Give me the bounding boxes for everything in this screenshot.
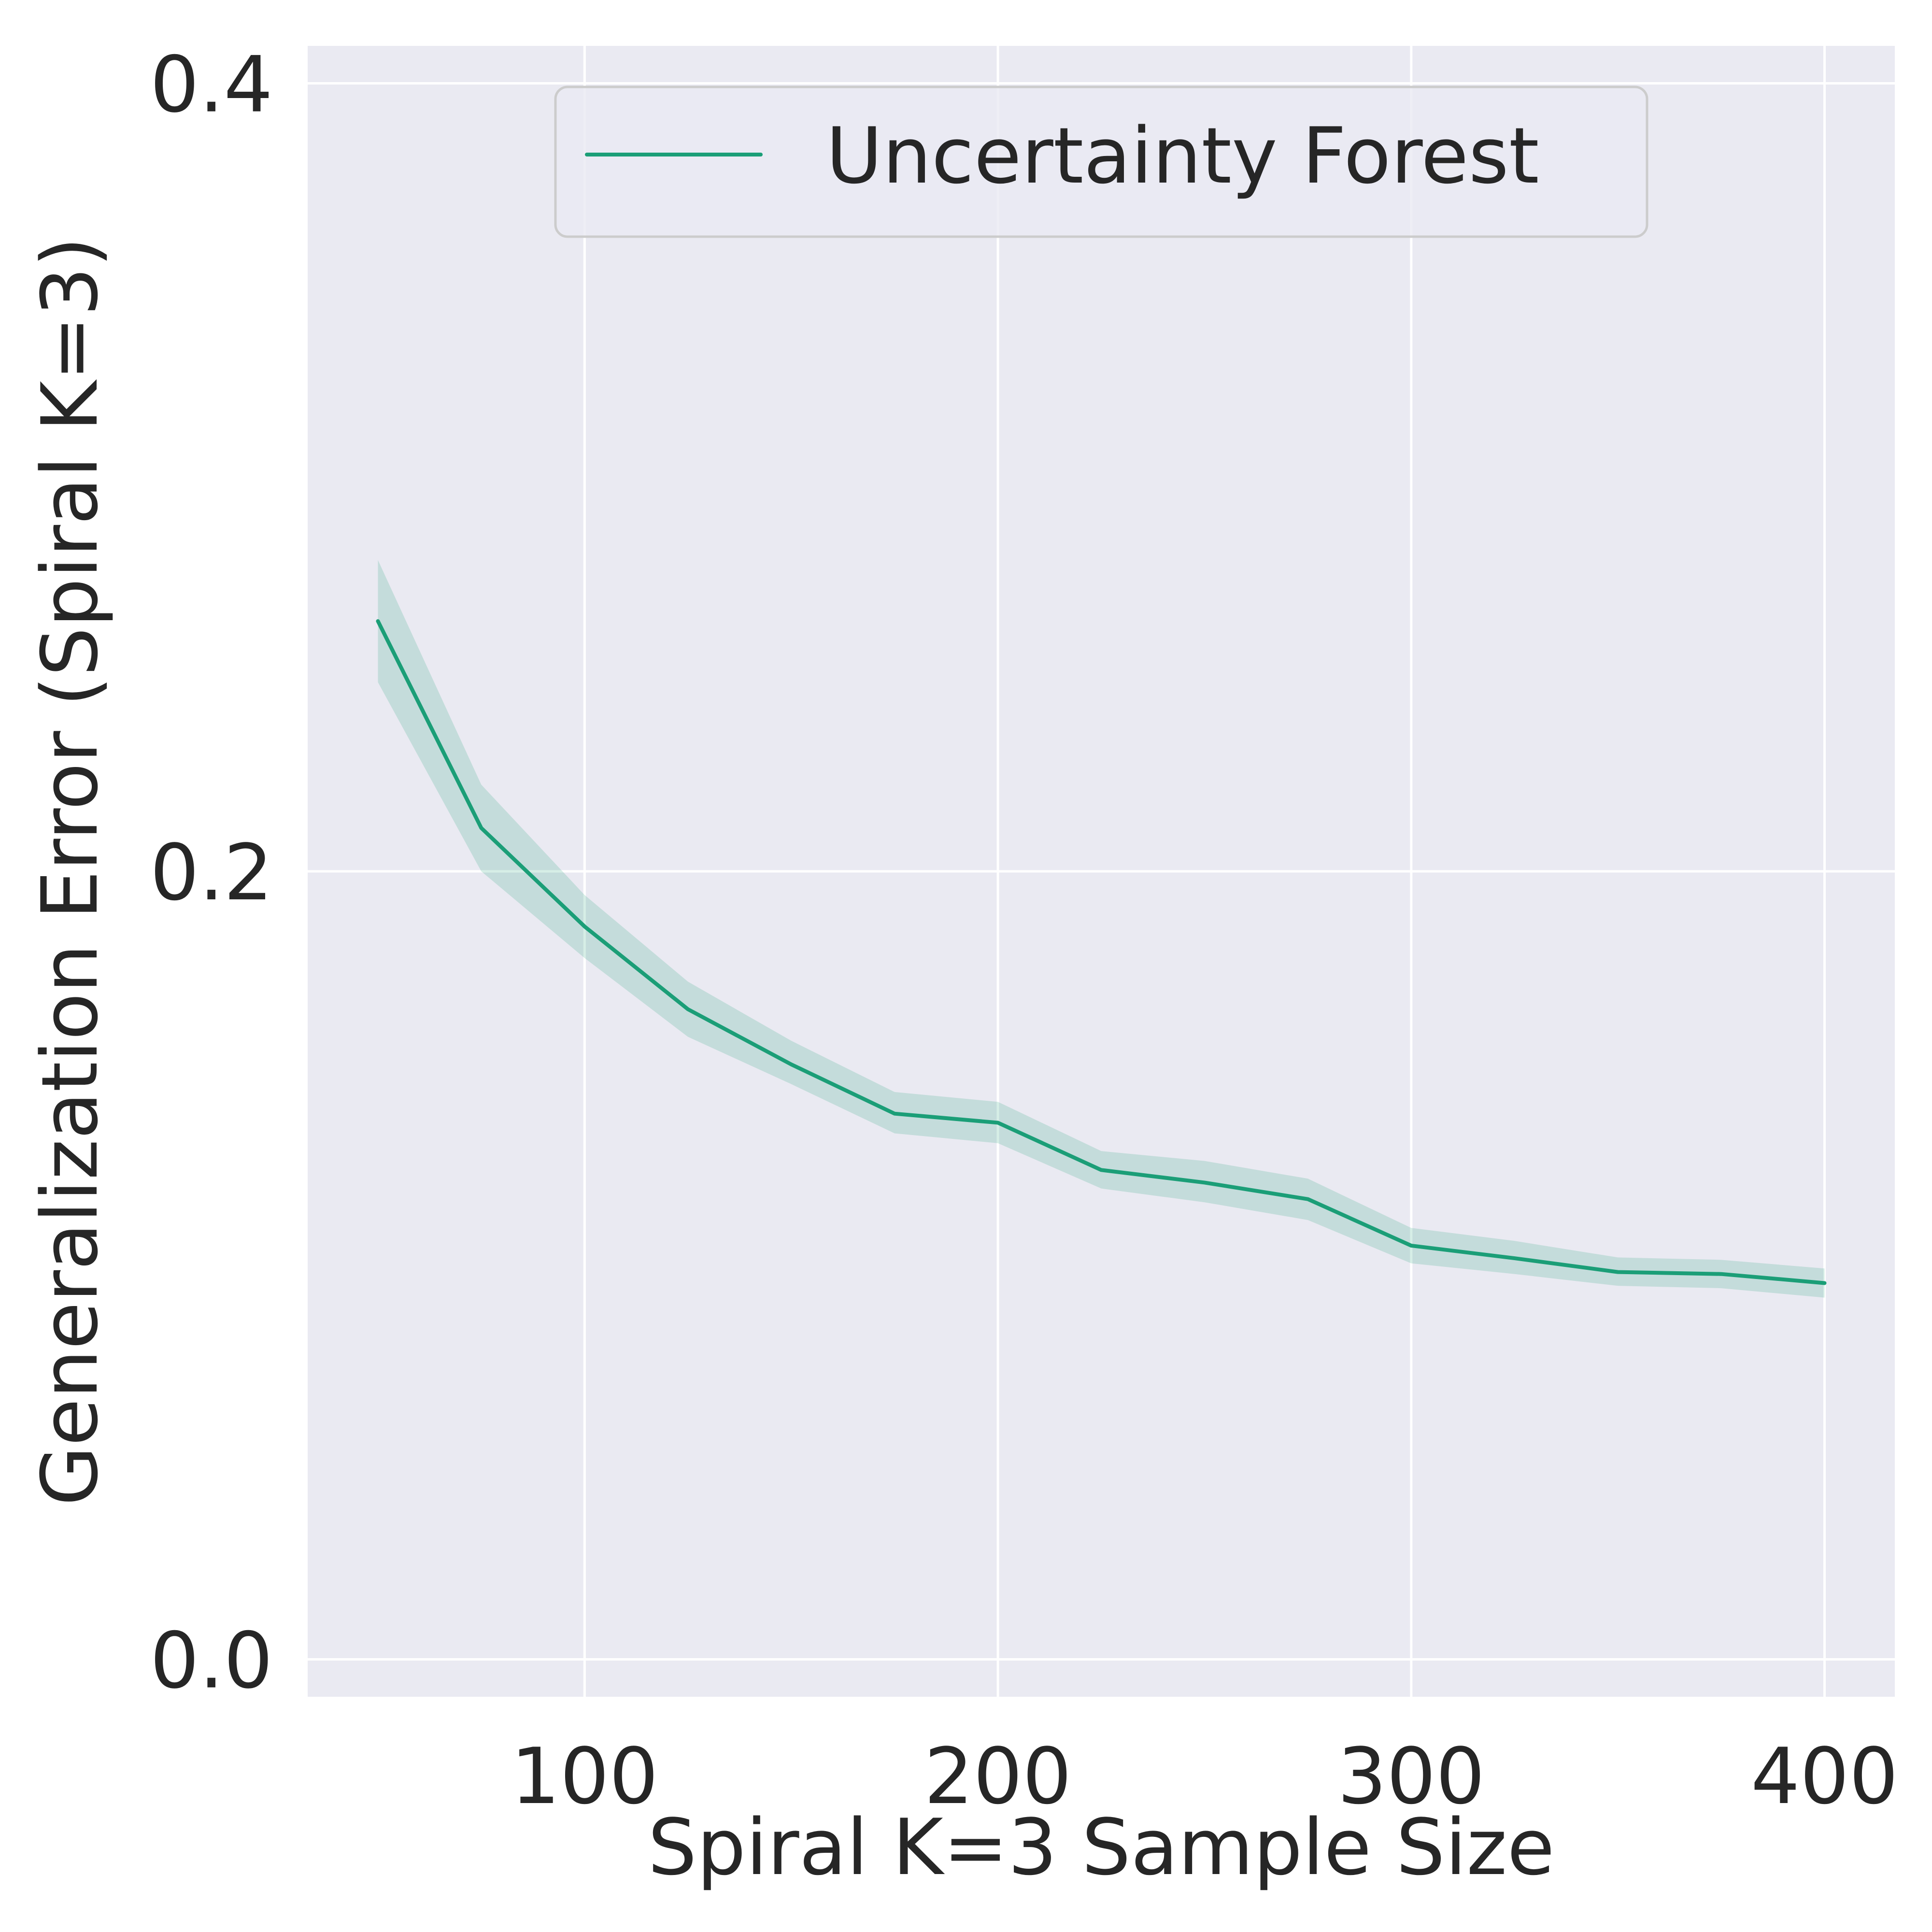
grid-lines (308, 46, 1895, 1697)
y-tick-label: 0.4 (150, 39, 273, 129)
legend-box (554, 85, 1648, 238)
x-tick-label: 100 (511, 1731, 658, 1821)
x-tick-labels: 100 200 300 400 (511, 1731, 1899, 1821)
series-lines (376, 619, 1827, 1285)
y-axis-title: Generalization Error (Spiral K=3) (25, 237, 115, 1506)
legend: Uncertainty Forest (554, 85, 1648, 238)
y-tick-labels: 0.0 0.2 0.4 (150, 39, 273, 1705)
series-line (376, 619, 1827, 1285)
x-tick-label: 400 (1751, 1731, 1898, 1821)
y-tick-label: 0.2 (150, 827, 273, 918)
y-tick-label: 0.0 (150, 1616, 273, 1706)
x-tick-label: 300 (1337, 1731, 1485, 1821)
legend-label-uncertainty-forest: Uncertainty Forest (826, 111, 1539, 201)
x-tick-label: 200 (924, 1731, 1071, 1821)
x-axis-title: Spiral K=3 Sample Size (648, 1802, 1555, 1892)
